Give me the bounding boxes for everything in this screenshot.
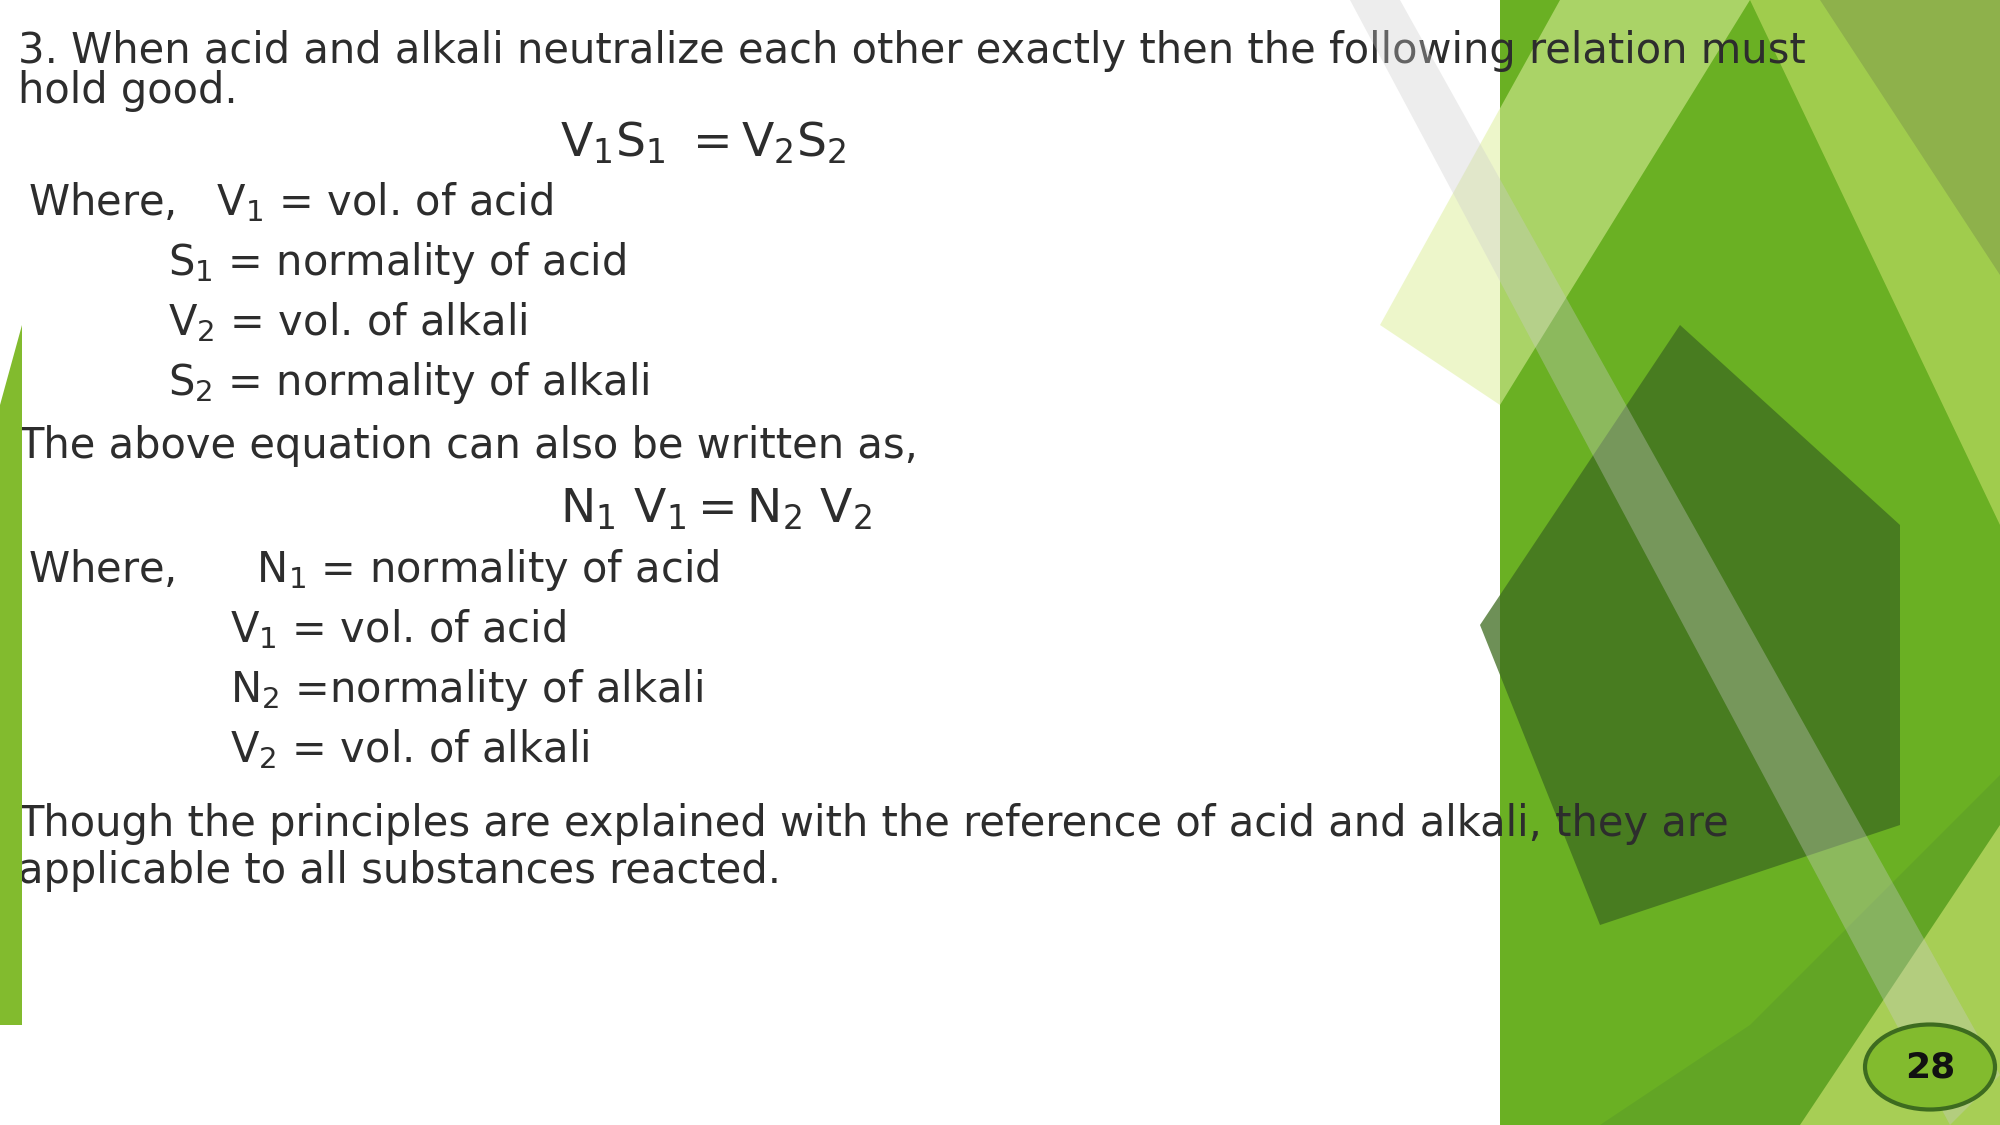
Polygon shape [1750,0,2000,525]
Text: hold good.: hold good. [18,70,238,112]
Text: The above equation can also be written as,: The above equation can also be written a… [18,425,918,467]
Polygon shape [1350,0,2000,1125]
Text: $\mathsf{V_2}$ = vol. of alkali: $\mathsf{V_2}$ = vol. of alkali [230,727,590,771]
Polygon shape [1500,0,2000,1125]
Text: Where,      $\mathsf{N_1}$ = normality of acid: Where, $\mathsf{N_1}$ = normality of aci… [28,547,720,593]
Ellipse shape [1864,1025,1996,1109]
Text: $\mathsf{S_1}$ = normality of acid: $\mathsf{S_1}$ = normality of acid [168,240,626,286]
Text: $\mathsf{S_2}$ = normality of alkali: $\mathsf{S_2}$ = normality of alkali [168,360,650,406]
Text: $\mathsf{N_1\ V_1 = N_2\ V_2}$: $\mathsf{N_1\ V_1 = N_2\ V_2}$ [560,487,872,532]
Text: applicable to all substances reacted.: applicable to all substances reacted. [18,850,780,892]
Text: Where,   $\mathsf{V_1}$ = vol. of acid: Where, $\mathsf{V_1}$ = vol. of acid [28,180,552,224]
Text: Though the principles are explained with the reference of acid and alkali, they : Though the principles are explained with… [18,803,1728,845]
Text: $\mathsf{V_1}$ = vol. of acid: $\mathsf{V_1}$ = vol. of acid [230,608,566,651]
Polygon shape [1480,0,2000,274]
Text: $\mathsf{V_1 S_1\ =V_2 S_2}$: $\mathsf{V_1 S_1\ =V_2 S_2}$ [560,120,846,166]
Polygon shape [1480,325,1900,925]
Text: $\mathsf{V_2}$ = vol. of alkali: $\mathsf{V_2}$ = vol. of alkali [168,300,528,344]
Polygon shape [1600,775,2000,1125]
Polygon shape [0,325,22,1025]
Text: $\mathsf{N_2}$ =normality of alkali: $\mathsf{N_2}$ =normality of alkali [230,667,702,713]
Polygon shape [1800,825,2000,1125]
Text: 28: 28 [1904,1050,1956,1084]
Polygon shape [1380,0,1750,405]
Text: 3. When acid and alkali neutralize each other exactly then the following relatio: 3. When acid and alkali neutralize each … [18,30,1806,72]
